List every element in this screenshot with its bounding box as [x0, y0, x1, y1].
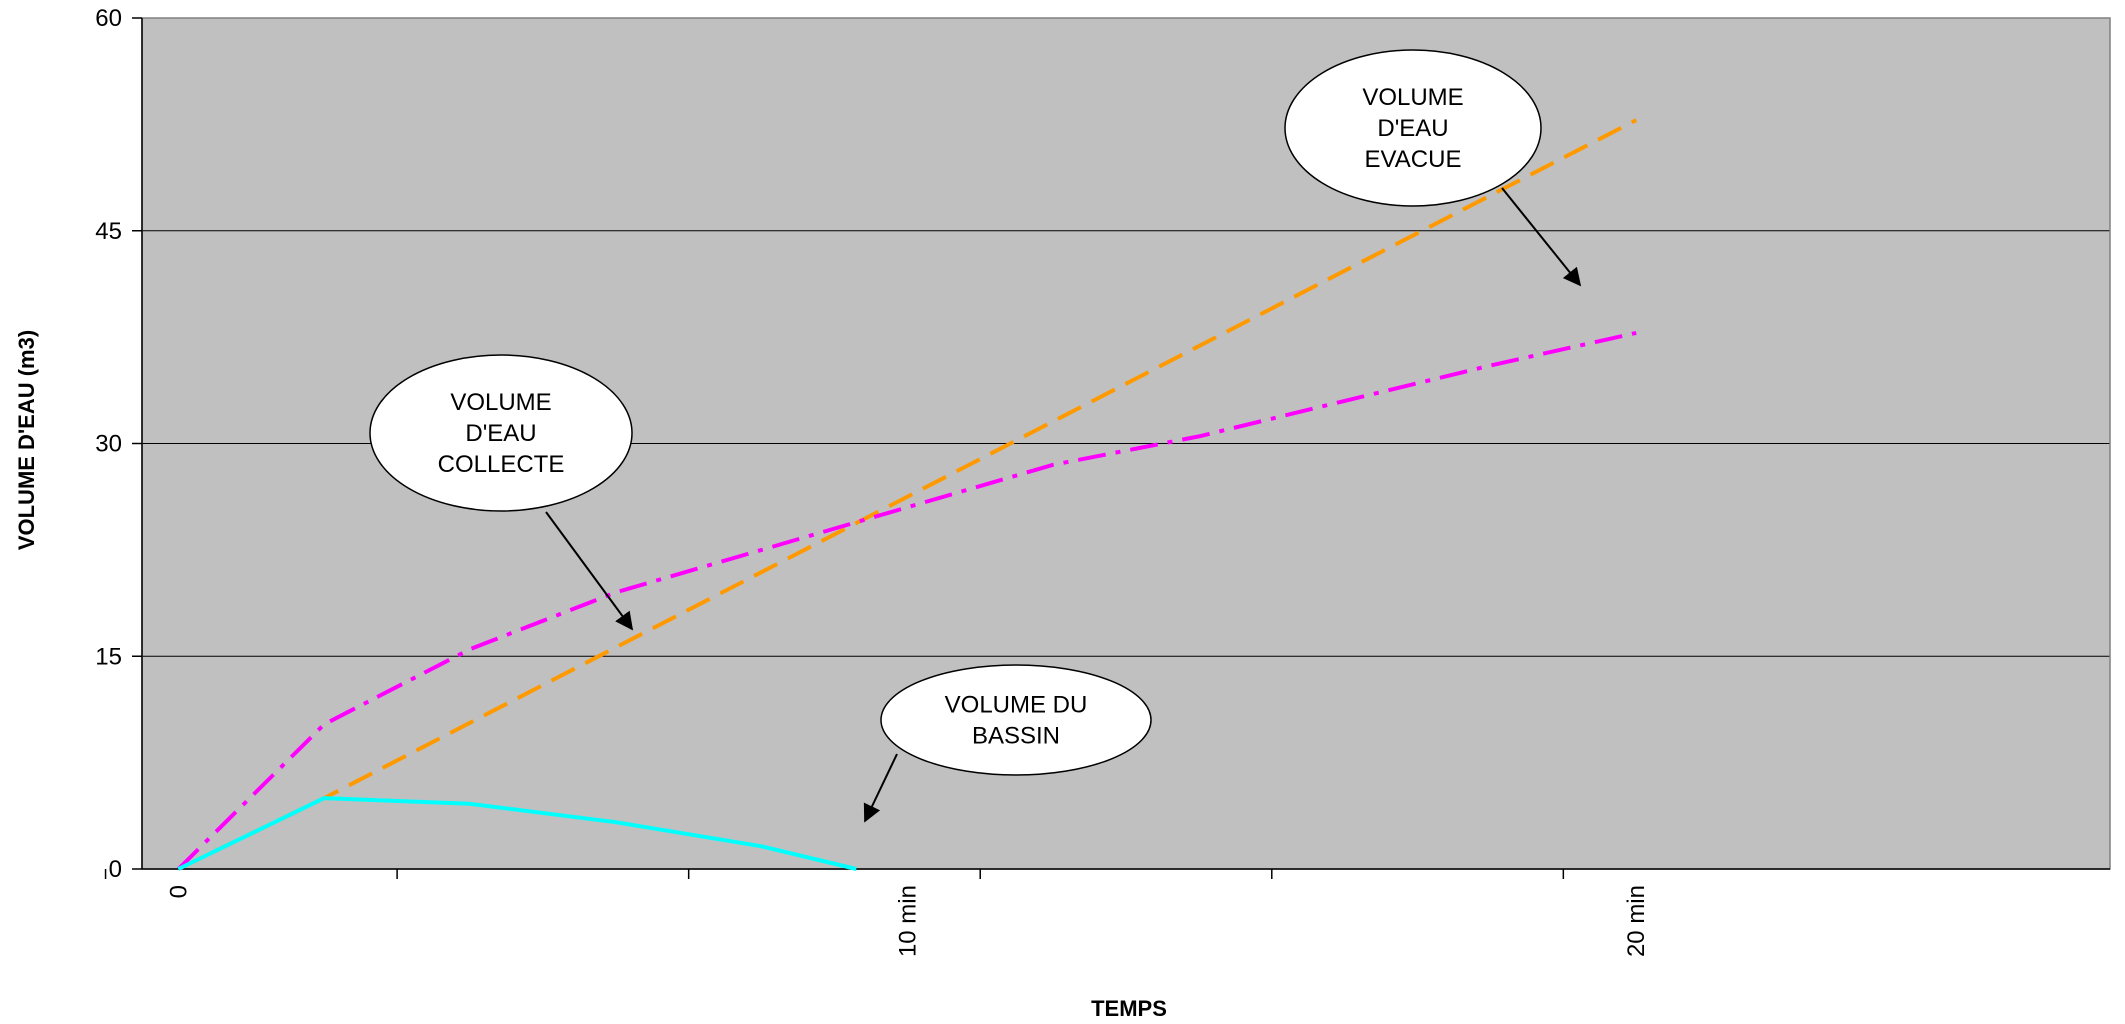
y-tick-label: 45 — [95, 218, 122, 245]
y-tick-label: 60 — [95, 5, 122, 32]
callout-1: VOLUME D'EAU EVACUE — [1284, 49, 1582, 287]
y-axis-title: VOLUME D'EAU (m3) — [14, 330, 39, 550]
y-tick-label: 30 — [95, 431, 122, 458]
series-line-3 — [177, 796, 857, 871]
callout-text: D'EAU — [1377, 115, 1448, 142]
x-axis-title: TEMPS — [1091, 996, 1167, 1021]
callout-3: VOLUME DU BASSIN — [863, 664, 1152, 823]
callout-2: VOLUME D'EAU COLLECTE — [369, 354, 634, 631]
callout-arrow — [863, 753, 898, 823]
callout-text: VOLUME DU — [945, 692, 1088, 719]
x-tick-label: 10 min — [894, 885, 921, 957]
series-line-2 — [176, 330, 1637, 871]
y-tick-label: 0 — [109, 856, 122, 883]
x-tick-label: 0 — [165, 885, 192, 898]
y-axis-ticks: 0 15 30 45 60 — [95, 5, 142, 883]
y-tick-label: 15 — [95, 643, 122, 670]
callout-arrow — [545, 511, 634, 631]
callouts: VOLUMED'EAUEVACUEVOLUMED'EAUCOLLECTEVOLU… — [369, 49, 1582, 823]
callout-text: EVACUE — [1365, 146, 1462, 173]
callout-bubble — [1284, 49, 1542, 207]
x-axis-ticks: 0 10 min 20 min — [104, 869, 1650, 957]
callout-bubble — [880, 664, 1152, 776]
callout-bubble — [369, 354, 633, 512]
x-tick-label: 20 min — [1623, 885, 1650, 957]
callout-text: D'EAU — [465, 420, 536, 447]
callout-text: VOLUME — [1362, 84, 1463, 111]
callout-text: VOLUME — [450, 389, 551, 416]
series-lines — [176, 118, 1638, 871]
callout-text: COLLECTE — [438, 451, 565, 478]
callout-arrow — [1501, 187, 1582, 287]
callout-text: BASSIN — [972, 723, 1060, 750]
